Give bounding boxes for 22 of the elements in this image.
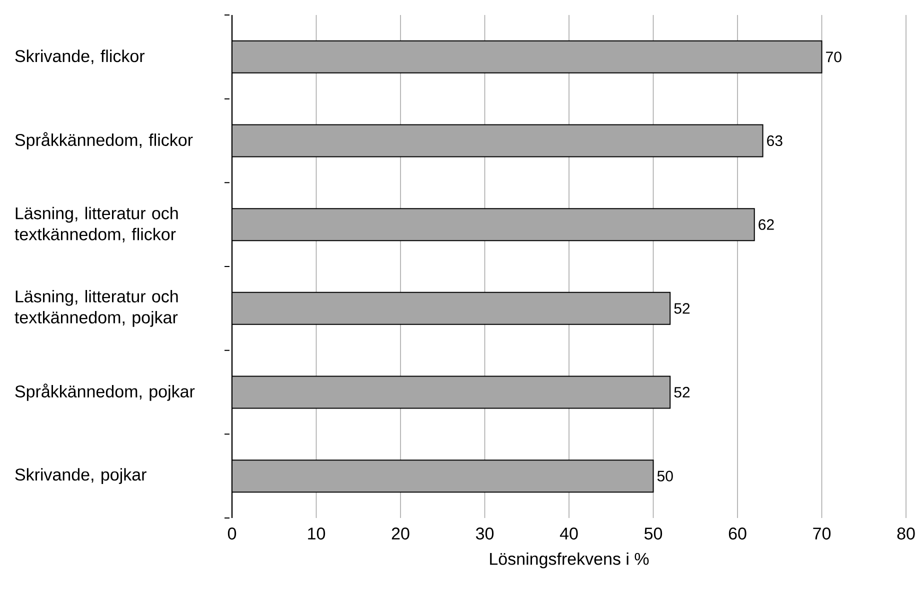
y-tick-label: Språkkännedom, flickor: [15, 132, 193, 150]
data-label: 50: [657, 470, 673, 482]
y-tick-label: Språkkännedom, pojkar: [15, 384, 195, 401]
x-tick-label: 10: [308, 528, 326, 540]
x-tick-label: 20: [392, 528, 410, 540]
x-axis-title: Lösningsfrekvens i %: [490, 552, 649, 568]
y-tick-label: Skrivande, pojkar: [15, 468, 146, 484]
x-tick-label: 80: [897, 528, 915, 540]
x-tick-label: 70: [813, 528, 831, 540]
data-label: 52: [674, 386, 690, 398]
data-label: 62: [758, 219, 774, 230]
data-label: 52: [674, 303, 690, 314]
data-label: 63: [767, 135, 782, 146]
x-tick-label: 0: [228, 528, 236, 540]
x-tick-label: 60: [728, 528, 746, 540]
y-tick-label: Läsning, litteratur och textkännedom, pojkar: [14, 290, 178, 327]
x-tick-label: 50: [644, 528, 662, 540]
data-label: 70: [826, 52, 842, 62]
x-tick-label: 30: [476, 528, 494, 540]
y-tick-label: Läsning, litteratur och textkännedom, flickor: [14, 206, 178, 242]
x-tick-label: 40: [560, 528, 578, 540]
y-tick-label: Skrivande, flickor: [15, 50, 145, 64]
